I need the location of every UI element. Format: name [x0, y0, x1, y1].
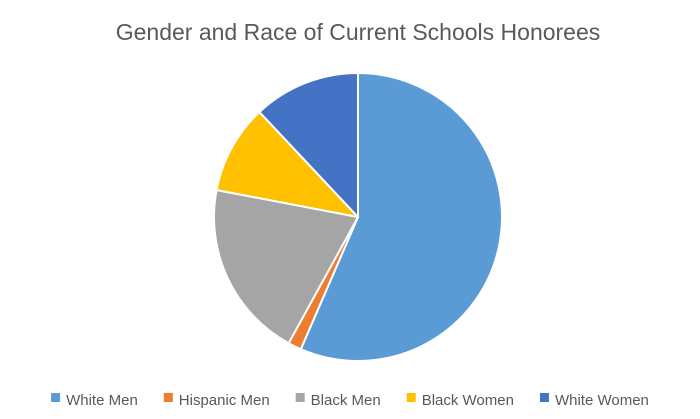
pie-slice-white-women: [258, 72, 359, 218]
legend-swatch-hispanic-men: [163, 393, 173, 402]
legend: White Men Hispanic Men Black Men Black Wome…: [51, 392, 649, 409]
legend-swatch-white-men: [51, 393, 61, 402]
legend-label-white-men: White Men: [66, 392, 138, 409]
chart-title: Gender and Race of Current Schools Honor…: [116, 19, 601, 45]
legend-swatch-white-women: [539, 393, 549, 402]
pie-slice-black-men: [213, 189, 359, 345]
legend-label-black-women: Black Women: [422, 392, 514, 409]
pie-slice-white-men: [299, 72, 503, 362]
legend-label-hispanic-men: Hispanic Men: [179, 392, 270, 409]
legend-swatch-black-men: [295, 393, 305, 402]
legend-label-white-women: White Women: [555, 392, 649, 409]
legend-label-black-men: Black Men: [311, 392, 381, 409]
pie-slice-black-women: [215, 111, 359, 218]
legend-swatch-black-women: [406, 393, 416, 402]
pie-slices: [213, 72, 503, 362]
